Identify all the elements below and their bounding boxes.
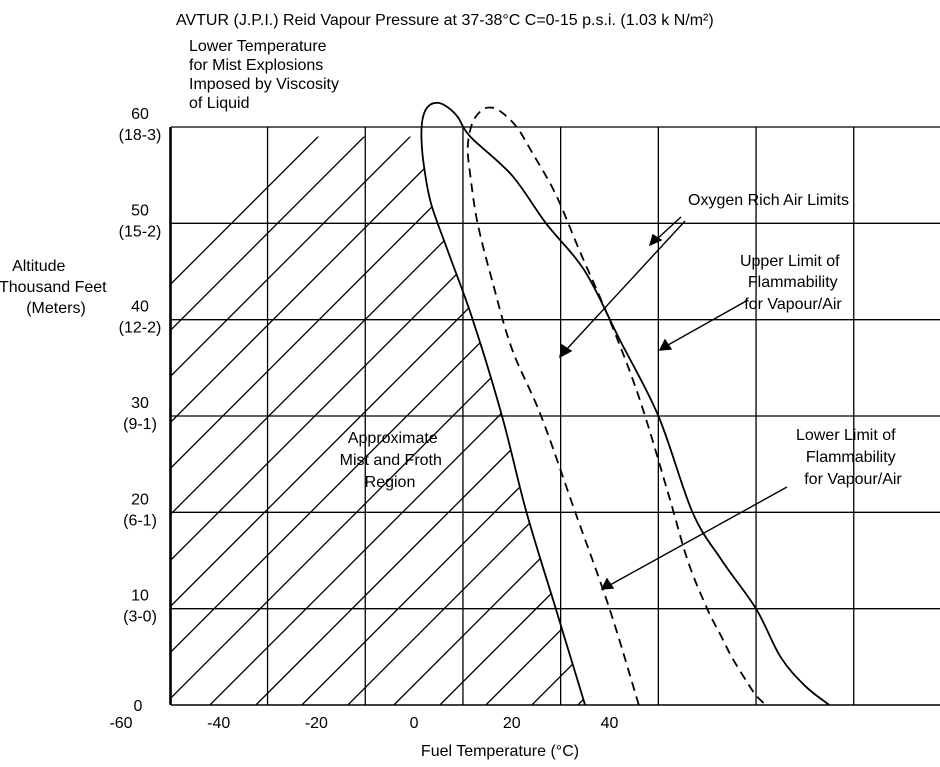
region-label-line: Region (365, 474, 416, 491)
annotation-arrows (559, 216, 788, 590)
annotation-lower-limit: Lower Limit of Flammability for Vapour/A… (796, 427, 902, 488)
x-tick-label: 40 (601, 715, 619, 732)
annotation-line: for Vapour/Air (804, 471, 902, 488)
flammability-curve-solid (420, 101, 830, 706)
y-tick-label: 0 (134, 698, 143, 715)
tick-labels: -60 -40 -20 0 20 40 0 10 (3-0) 20 (6-1) 30 (9-1) 40 (1… (109, 106, 618, 732)
mist-froth-region-label: Approximate Mist and Froth Region (340, 430, 447, 491)
chart-title: AVTUR (J.P.I.) Reid Vapour Pressure at 3… (176, 12, 714, 29)
arrow-oxygen-to-dashed (565, 220, 686, 351)
y-tick-sublabel: (3-0) (123, 609, 157, 626)
annotation-upper-limit: Upper Limit of Flammability for Vapour/A… (740, 253, 844, 313)
annotation-line: Imposed by Viscosity (189, 76, 339, 93)
y-axis-title-line: Thousand Feet (0, 279, 107, 296)
hatch-line (169, 136, 351, 706)
arrow-head (658, 338, 673, 351)
arrow-lower-limit (609, 486, 788, 586)
y-tick-sublabel: (18-3) (119, 127, 162, 144)
arrow-head (648, 233, 663, 247)
hatch-line (439, 136, 586, 706)
y-axis-title-line: (Meters) (26, 300, 86, 317)
annotation-line: of Liquid (189, 95, 250, 112)
arrow-head (559, 343, 573, 359)
arrow-head (600, 577, 615, 590)
annotation-line: Lower Temperature (189, 38, 327, 55)
arrow-upper-limit (667, 299, 749, 346)
x-tick-label: -60 (109, 715, 132, 732)
x-axis-title: Fuel Temperature (°C) (421, 743, 579, 760)
hatch-line (169, 136, 443, 706)
hatch-line (169, 136, 586, 706)
annotation-oxygen-rich: Oxygen Rich Air Limits (688, 192, 849, 209)
y-tick-label: 20 (131, 491, 149, 508)
y-tick-label: 60 (131, 106, 149, 123)
y-tick-label: 30 (131, 395, 149, 412)
annotation-line: Lower Limit of (796, 427, 896, 444)
hatch-line (169, 136, 586, 706)
y-tick-sublabel: (12-2) (119, 320, 162, 337)
annotation-line: for Vapour/Air (744, 296, 842, 313)
flammability-curve-dashed (466, 106, 767, 706)
hatch-line (301, 136, 586, 706)
y-axis-title-line: Altitude (12, 258, 65, 275)
y-axis-title: Altitude Thousand Feet (Meters) (0, 258, 111, 317)
x-tick-label: 0 (410, 715, 419, 732)
region-label-line: Mist and Froth (340, 452, 442, 469)
hatch-line (169, 136, 489, 706)
x-tick-label: -40 (207, 715, 230, 732)
annotation-lower-temperature-mist: Lower Temperature for Mist Explosions Im… (189, 38, 343, 112)
hatch-line (169, 136, 581, 706)
hatch-line (169, 136, 397, 706)
hatch-line (347, 136, 586, 706)
x-tick-label: 20 (503, 715, 521, 732)
annotation-line: for Mist Explosions (189, 57, 323, 74)
y-tick-sublabel: (9-1) (123, 416, 157, 433)
series-layer (420, 101, 830, 706)
hatch-line (393, 136, 586, 706)
grid (169, 126, 940, 706)
arrow-oxygen-to-solid (655, 216, 682, 241)
y-tick-label: 50 (131, 202, 149, 219)
annotation-line: Flammability (748, 274, 838, 291)
y-tick-sublabel: (15-2) (119, 223, 162, 240)
annotation-line: Flammability (806, 449, 896, 466)
y-tick-label: 40 (131, 299, 149, 316)
region-label-line: Approximate (348, 430, 438, 447)
annotation-line: Upper Limit of (740, 253, 840, 270)
x-tick-label: -20 (305, 715, 328, 732)
y-tick-label: 10 (131, 588, 149, 605)
y-tick-sublabel: (6-1) (123, 512, 157, 529)
hatch-line (169, 136, 586, 706)
